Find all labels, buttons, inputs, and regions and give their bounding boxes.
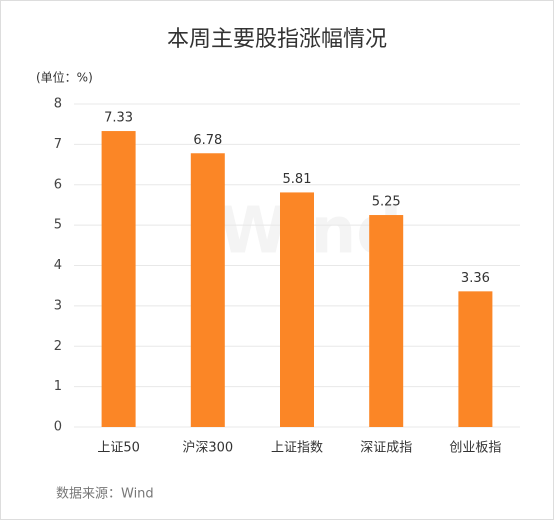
y-tick-label: 2	[54, 339, 62, 354]
x-tick-label: 上证50	[97, 441, 140, 456]
bar	[101, 131, 136, 427]
source-note: 数据来源：Wind	[56, 487, 154, 502]
y-tick-label: 1	[54, 379, 62, 394]
value-label: 5.81	[283, 172, 312, 187]
value-label: 5.25	[372, 195, 401, 210]
value-label: 3.36	[461, 271, 490, 286]
value-label: 7.33	[104, 111, 133, 126]
value-label: 6.78	[193, 133, 222, 148]
y-tick-label: 5	[54, 218, 62, 233]
y-tick-label: 0	[54, 420, 62, 435]
x-tick-label: 上证指数	[271, 441, 323, 456]
y-tick-label: 7	[54, 137, 62, 152]
bar	[369, 215, 404, 427]
bar	[280, 192, 314, 427]
chart-title: 本周主要股指涨幅情况	[167, 27, 387, 52]
y-tick-label: 3	[54, 298, 62, 313]
y-tick-label: 8	[54, 97, 62, 112]
x-tick-label: 沪深300	[182, 440, 233, 456]
unit-label: (单位：%)	[36, 70, 93, 85]
x-tick-label: 深证成指	[360, 441, 412, 456]
x-tick-label: 创业板指	[449, 441, 501, 456]
bar	[190, 153, 225, 427]
bar	[458, 291, 493, 427]
y-tick-label: 4	[54, 258, 62, 273]
y-tick-label: 6	[54, 177, 62, 192]
